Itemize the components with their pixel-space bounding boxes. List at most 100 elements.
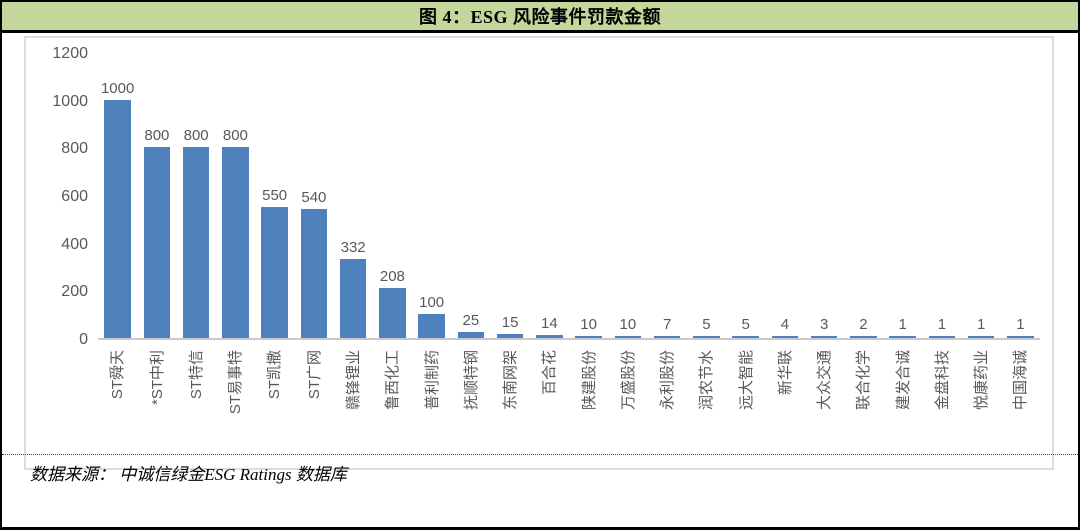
x-tick-label: 东南网架 — [502, 350, 520, 411]
y-tick-label: 800 — [61, 140, 88, 158]
bar-column: 25 — [451, 54, 490, 338]
bar — [182, 147, 210, 338]
bar — [104, 99, 131, 338]
x-tick-label: 大众交通 — [816, 350, 834, 411]
x-tick-slot: ST易事特 — [216, 346, 255, 466]
bar-column: 1000 — [98, 54, 137, 338]
x-tick-label: 陕建股份 — [580, 350, 598, 411]
value-label: 1 — [1016, 316, 1025, 333]
value-label: 7 — [662, 316, 672, 333]
bar — [496, 334, 524, 338]
x-tick-slot: *ST中利 — [137, 346, 176, 466]
bar-column: 800 — [137, 54, 176, 338]
x-tick-label: 赣锋锂业 — [345, 350, 363, 411]
x-tick-label: ST广网 — [305, 350, 323, 400]
y-tick-label: 1000 — [52, 92, 88, 110]
y-tick-label: 200 — [61, 283, 88, 301]
x-tick-label: 远大智能 — [737, 350, 755, 411]
bar — [143, 147, 171, 338]
bar-column: 10 — [569, 54, 608, 338]
bar-column: 208 — [373, 54, 412, 338]
value-label: 540 — [301, 189, 327, 207]
x-tick-slot: 鲁西化工 — [373, 346, 412, 466]
bar-column: 332 — [334, 54, 373, 338]
bar-column: 14 — [530, 54, 569, 338]
x-tick-slot: ST舜天 — [98, 346, 137, 466]
y-tick-label: 1200 — [52, 45, 88, 62]
value-label: 1 — [898, 316, 907, 333]
y-axis: 0 200 400 600 800 1000 1200 — [26, 45, 88, 348]
x-tick-label: ST凯撒 — [266, 350, 284, 400]
value-label: 4 — [780, 316, 790, 333]
x-axis-labels: ST舜天 *ST中利 ST特信 ST易事特 ST凯撒 ST广网 赣锋锂业 鲁西化工 普利制药 抚顺… — [98, 346, 1040, 466]
value-label: 332 — [340, 238, 366, 256]
x-tick-slot: 万盛股份 — [608, 346, 647, 466]
x-tick-slot: 润农节水 — [687, 346, 726, 466]
x-tick-slot: 赣锋锂业 — [334, 346, 373, 466]
x-tick-label: 金盘科技 — [933, 350, 951, 411]
bar — [222, 147, 249, 338]
x-tick-label: 润农节水 — [698, 350, 716, 411]
bar-column: 4 — [765, 54, 804, 338]
bar — [732, 336, 759, 338]
value-label: 550 — [262, 186, 288, 204]
value-label: 1000 — [100, 79, 135, 97]
y-tick-label: 400 — [61, 235, 88, 253]
x-tick-slot: 普利制药 — [412, 346, 451, 466]
y-tick-label: 600 — [61, 188, 88, 205]
bar — [418, 314, 445, 338]
value-label: 208 — [379, 268, 405, 286]
bar-column: 10 — [608, 54, 647, 338]
x-tick-label: 新华联 — [776, 350, 794, 396]
x-tick-slot: ST特信 — [177, 346, 216, 466]
x-tick-label: ST舜天 — [109, 350, 127, 400]
bar — [693, 336, 720, 338]
x-tick-label: 万盛股份 — [619, 350, 637, 411]
bar-column: 800 — [177, 54, 216, 338]
source-note: 数据来源： 中诚信绿金ESG Ratings 数据库 — [30, 464, 347, 484]
value-label: 1 — [976, 316, 986, 333]
x-tick-label: 鲁西化工 — [384, 350, 402, 411]
x-tick-slot: 抚顺特钢 — [451, 346, 490, 466]
bar — [889, 336, 916, 338]
bar — [850, 336, 877, 338]
value-label: 800 — [222, 127, 248, 145]
bar-column: 1 — [883, 54, 922, 338]
value-label: 5 — [741, 316, 750, 333]
x-tick-slot: ST广网 — [294, 346, 333, 466]
value-label: 5 — [702, 316, 711, 333]
x-tick-label: 悦康药业 — [973, 350, 991, 411]
value-label: 15 — [501, 314, 519, 332]
bar-column: 1 — [1001, 54, 1040, 338]
value-label: 800 — [144, 127, 170, 145]
x-tick-slot: 陕建股份 — [569, 346, 608, 466]
bar — [339, 258, 367, 338]
value-label: 3 — [819, 316, 829, 333]
plot-area: 1000 800 800 800 550 540 332 208 100 25 15 14 10 10 7 5… — [98, 54, 1040, 340]
bar-column: 5 — [726, 54, 765, 338]
bar-column: 15 — [491, 54, 530, 338]
bar-column: 2 — [844, 54, 883, 338]
bar-column: 7 — [648, 54, 687, 338]
bar-column: 550 — [255, 54, 294, 338]
y-tick-label: 0 — [79, 331, 88, 348]
bar — [653, 336, 681, 338]
value-label: 2 — [859, 316, 868, 333]
bar-column: 100 — [412, 54, 451, 338]
figure-body: 0 200 400 600 800 1000 1200 1000 800 800 800 550 54… — [2, 33, 1078, 489]
bar-column: 1 — [922, 54, 961, 338]
x-tick-label: 建发合诚 — [894, 350, 912, 411]
bar — [575, 335, 602, 338]
x-tick-label: 中国海诚 — [1012, 350, 1030, 411]
x-tick-label: 百合花 — [541, 350, 559, 396]
x-tick-label: 普利制药 — [423, 350, 441, 411]
value-label: 10 — [619, 315, 637, 333]
bar-chart: 0 200 400 600 800 1000 1200 1000 800 800 800 550 54… — [24, 36, 1054, 470]
bar-column: 800 — [216, 54, 255, 338]
bar-column: 1 — [962, 54, 1001, 338]
x-tick-label: ST特信 — [188, 350, 206, 400]
bar — [536, 334, 563, 338]
value-label: 10 — [580, 315, 597, 333]
x-tick-slot: 远大智能 — [726, 346, 765, 466]
